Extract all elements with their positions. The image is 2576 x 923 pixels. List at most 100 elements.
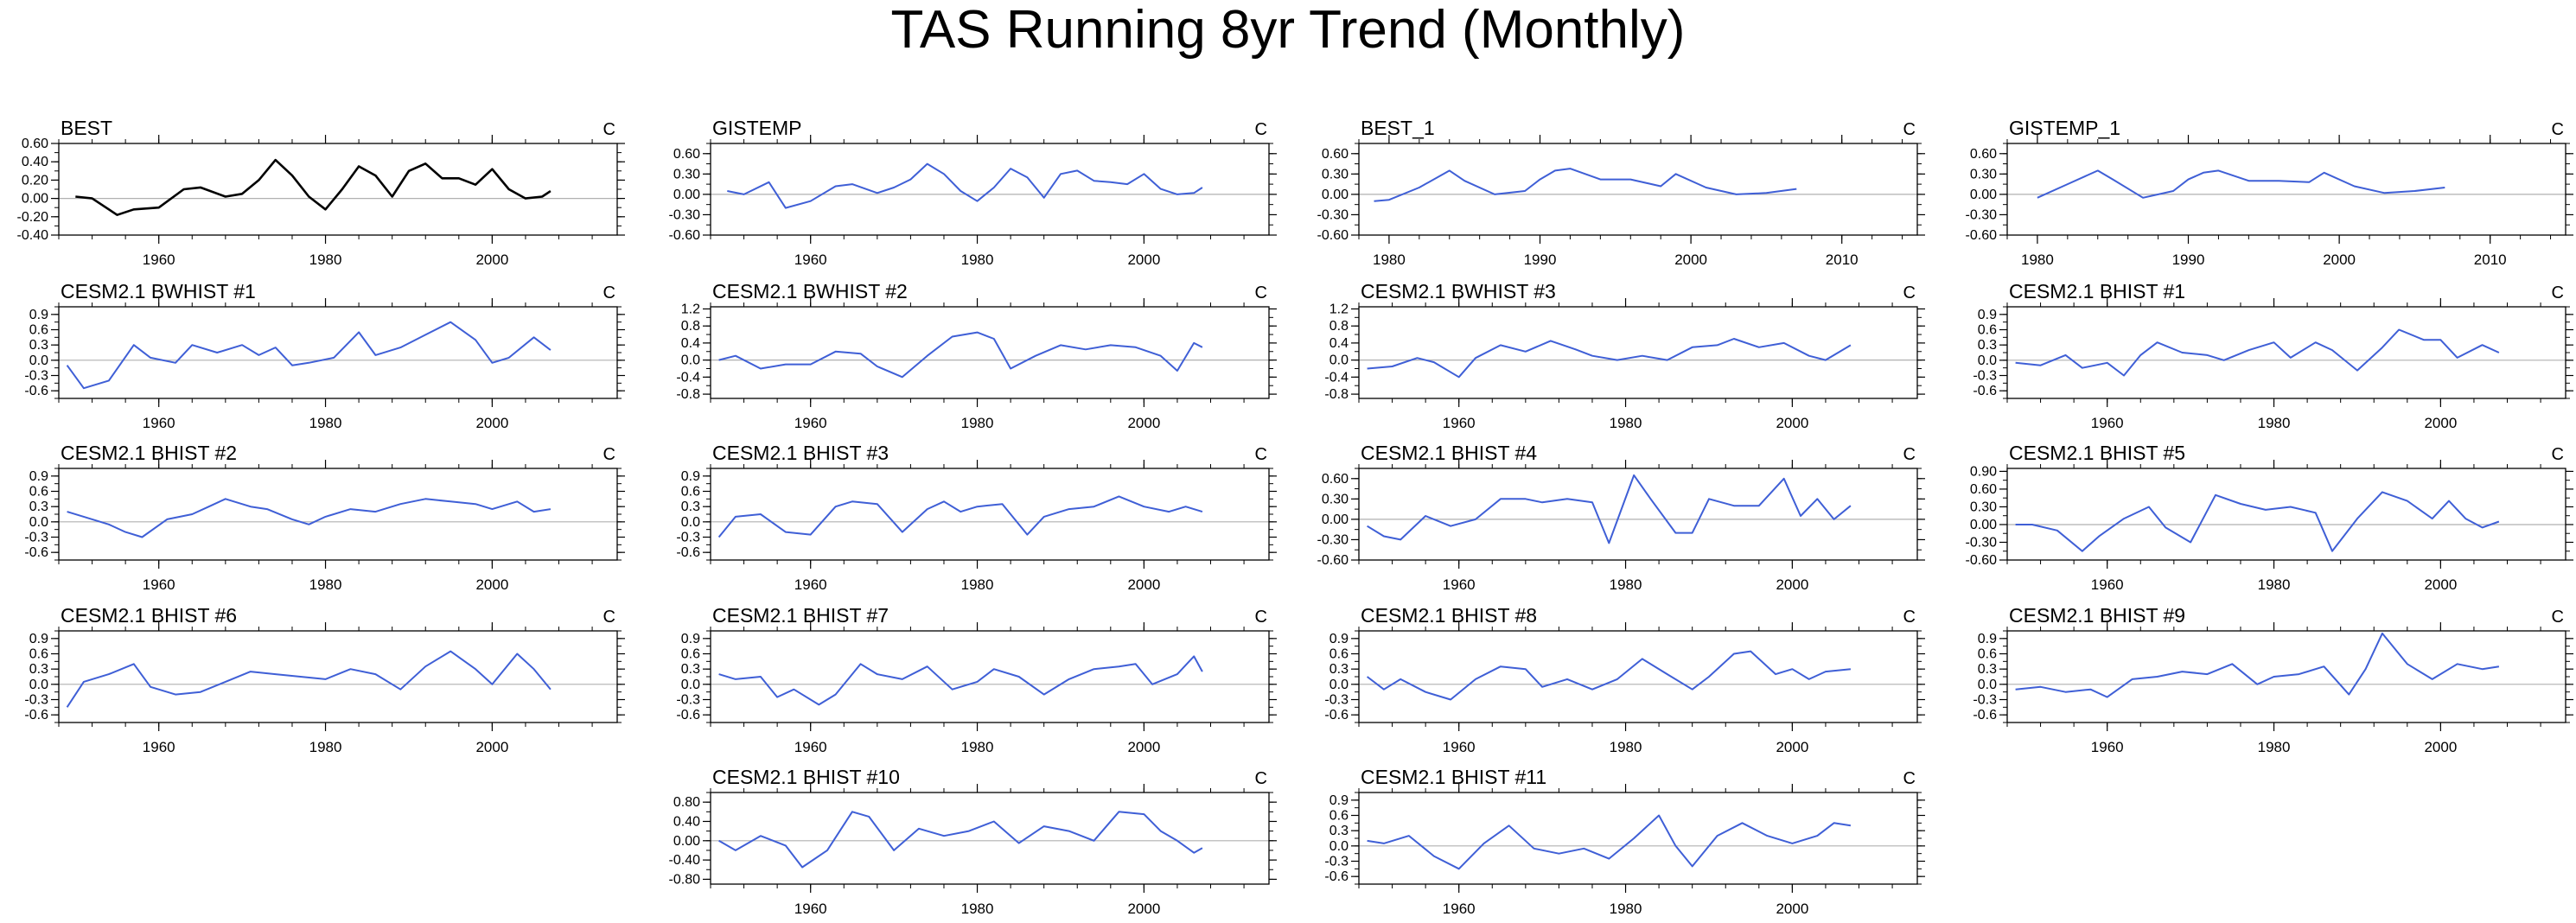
panel-title: CESM2.1 BHIST #11 (1361, 766, 1546, 788)
panel-title: CESM2.1 BHIST #4 (1361, 442, 1537, 464)
y-tick-label: 0.30 (1970, 167, 1997, 181)
x-tick-label: 1960 (794, 576, 827, 593)
y-tick-label: 0.0 (1978, 678, 1997, 692)
y-tick-label: -0.60 (1966, 553, 1998, 568)
x-tick-label: 2000 (1776, 576, 1808, 593)
y-tick-label: 0.00 (673, 834, 700, 849)
y-tick-label: -0.3 (676, 693, 700, 708)
panel-title: GISTEMP (712, 117, 802, 139)
x-tick-label: 2000 (475, 576, 508, 593)
series-line (2015, 491, 2500, 552)
y-tick-label: -0.40 (17, 228, 49, 243)
y-tick-label: -0.3 (676, 531, 700, 545)
y-tick-label: 0.60 (1322, 147, 1349, 162)
series-line (66, 321, 552, 390)
series-line (1374, 168, 1797, 202)
y-tick-label: 0.6 (1329, 647, 1349, 662)
panel-title: CESM2.1 BHIST #9 (2009, 604, 2185, 627)
y-tick-label: -0.3 (24, 693, 48, 708)
panel-title: CESM2.1 BHIST #2 (61, 442, 237, 464)
series-line (2015, 328, 2500, 377)
y-tick-label: -0.3 (1324, 855, 1349, 869)
panel: CESM2.1 BHIST #8 C -0.6-0.30.00.30.60.9 196… (1324, 604, 1925, 755)
x-tick-label: 1990 (2172, 251, 2205, 268)
panel-title: CESM2.1 BHIST #8 (1361, 604, 1537, 627)
y-tick-label: 0.00 (673, 188, 700, 202)
y-tick-label: 0.0 (1329, 839, 1349, 854)
panel-units: C (1255, 120, 1267, 139)
panel: CESM2.1 BHIST #9 C -0.6-0.30.00.30.60.9 196… (1973, 604, 2573, 755)
series-line (1367, 338, 1852, 379)
series-line (1367, 814, 1852, 870)
x-tick-label: 1980 (1373, 251, 1406, 268)
panel-units: C (1903, 120, 1916, 139)
y-tick-label: 0.6 (29, 485, 48, 500)
x-tick-label: 1960 (1443, 739, 1476, 755)
x-tick-label: 1980 (309, 415, 342, 431)
panel-frame (2006, 143, 2566, 236)
panel-units: C (1903, 283, 1916, 302)
y-tick-label: 0.3 (29, 662, 48, 677)
y-tick-label: 0.3 (29, 338, 48, 353)
x-tick-label: 1980 (309, 576, 342, 593)
panel-title: CESM2.1 BWHIST #1 (61, 280, 256, 302)
series-line (717, 495, 1203, 538)
panel-frame (58, 468, 618, 561)
y-tick-label: 0.9 (681, 632, 700, 646)
y-tick-label: 0.3 (1978, 338, 1997, 353)
panel-frame (710, 630, 1270, 723)
y-tick-label: -0.8 (676, 387, 700, 402)
y-tick-label: 0.30 (1322, 167, 1349, 181)
y-tick-label: 0.9 (1329, 632, 1349, 646)
x-tick-label: 2000 (1127, 251, 1160, 268)
y-tick-label: -0.6 (24, 545, 48, 560)
panel-units: C (1255, 445, 1267, 464)
panel: CESM2.1 BHIST #11 C -0.6-0.30.00.30.60.9 19… (1324, 766, 1925, 917)
panel-frame (58, 143, 618, 236)
panel-frame (1358, 792, 1918, 885)
panel-title: CESM2.1 BHIST #5 (2009, 442, 2185, 464)
panel: GISTEMP_1 C -0.60 -0.30 0.00 0.30 0.60 1980 1990… (1966, 117, 2573, 268)
y-tick-label: -0.6 (1973, 384, 1997, 398)
x-tick-label: 1980 (1610, 739, 1642, 755)
y-tick-label: 0.3 (681, 500, 700, 514)
panel-title: CESM2.1 BWHIST #2 (712, 280, 908, 302)
x-tick-label: 2000 (475, 415, 508, 431)
panel-title: CESM2.1 BHIST #6 (61, 604, 237, 627)
y-tick-label: 1.2 (681, 302, 700, 316)
panel-frame (58, 306, 618, 399)
y-tick-label: 0.9 (29, 632, 48, 646)
y-tick-label: 0.00 (1322, 188, 1349, 202)
y-tick-label: 0.9 (1329, 793, 1349, 808)
y-tick-label: 0.00 (1970, 518, 1997, 532)
panel-title: CESM2.1 BHIST #1 (2009, 280, 2185, 302)
y-tick-label: -0.3 (24, 531, 48, 545)
y-tick-label: -0.6 (1324, 708, 1349, 722)
series-line (727, 162, 1203, 209)
panel-frame (2006, 468, 2566, 561)
y-tick-label: 0.8 (1329, 319, 1349, 334)
y-tick-label: 0.0 (1329, 353, 1349, 368)
y-tick-label: -0.30 (1317, 207, 1349, 222)
x-tick-label: 1980 (309, 739, 342, 755)
panel: GISTEMP C -0.60 -0.30 0.00 0.30 0.60 1960 1980 20… (669, 117, 1277, 268)
y-tick-label: 0.9 (681, 469, 700, 484)
y-tick-label: -0.40 (669, 853, 701, 868)
panel: CESM2.1 BHIST #1 C -0.6-0.30.00.30.60.9 196… (1973, 280, 2573, 431)
series-line (718, 811, 1203, 869)
panel-frame (2006, 306, 2566, 399)
x-tick-label: 1960 (143, 739, 175, 755)
panel-grid: BEST C -0.40 -0.20 0.00 0.20 0.40 0.60 1960 1980 2… (17, 117, 2573, 917)
x-tick-label: 1960 (794, 739, 827, 755)
y-tick-label: -0.60 (1317, 228, 1349, 243)
y-tick-label: 0.0 (681, 515, 700, 530)
y-tick-label: 0.3 (1329, 824, 1349, 838)
panel-frame (1358, 630, 1918, 723)
x-tick-label: 2000 (1674, 251, 1707, 268)
x-tick-label: 2010 (2474, 251, 2507, 268)
x-tick-label: 2000 (1776, 739, 1808, 755)
y-tick-label: 0.30 (673, 167, 700, 181)
x-tick-label: 1980 (961, 415, 994, 431)
y-tick-label: -0.4 (676, 370, 700, 385)
